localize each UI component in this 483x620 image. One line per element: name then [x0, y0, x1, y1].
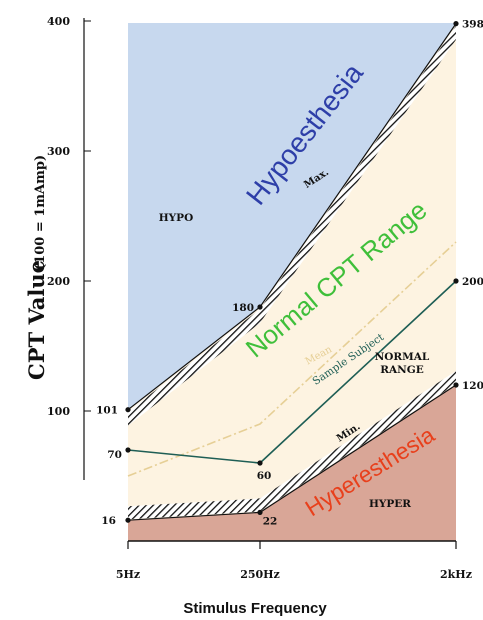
x-tick-label: 5Hz [116, 568, 140, 581]
data-label: 60 [257, 470, 272, 482]
data-point [257, 509, 263, 515]
data-label: 22 [263, 515, 278, 527]
data-label: 180 [232, 302, 254, 314]
mean-line [127, 241, 457, 477]
data-point [257, 304, 263, 310]
y-tick-label: 400 [47, 15, 70, 28]
x-axis-title: Stimulus Frequency [183, 600, 327, 617]
hyper-tag: HYPER [369, 498, 411, 510]
data-point [125, 407, 131, 413]
normal-range-tag-word: NORMAL [375, 351, 430, 363]
data-label: 120 [462, 380, 483, 392]
data-point [453, 382, 459, 388]
data-point [453, 21, 459, 27]
data-label: 398 [462, 19, 483, 31]
x-tick-label: 250Hz [240, 568, 280, 581]
normal-range-tag: NORMAL RANGE [375, 351, 430, 376]
data-label: 70 [107, 449, 122, 461]
data-point [257, 460, 263, 466]
y-tick-label: 200 [47, 275, 70, 288]
y-tick-label: 100 [47, 405, 70, 418]
data-point [453, 278, 459, 284]
normal-range-tag-word: RANGE [380, 364, 423, 376]
x-tick-label: 2kHz [440, 568, 472, 581]
data-label: 101 [96, 405, 118, 417]
data-label: 200 [462, 276, 483, 288]
data-label: 16 [101, 515, 116, 527]
data-point [125, 447, 131, 453]
min-hatch-band [128, 371, 456, 520]
data-point [125, 517, 131, 523]
y-axis-unit: (100 = 1mAmp) [33, 155, 48, 270]
hypo-tag: HYPO [159, 212, 193, 224]
y-axis-title: CPT Value [24, 260, 49, 380]
hyperesthesia-region [128, 385, 456, 541]
y-tick-label: 300 [47, 145, 70, 158]
hypoesthesia-region [128, 23, 456, 410]
